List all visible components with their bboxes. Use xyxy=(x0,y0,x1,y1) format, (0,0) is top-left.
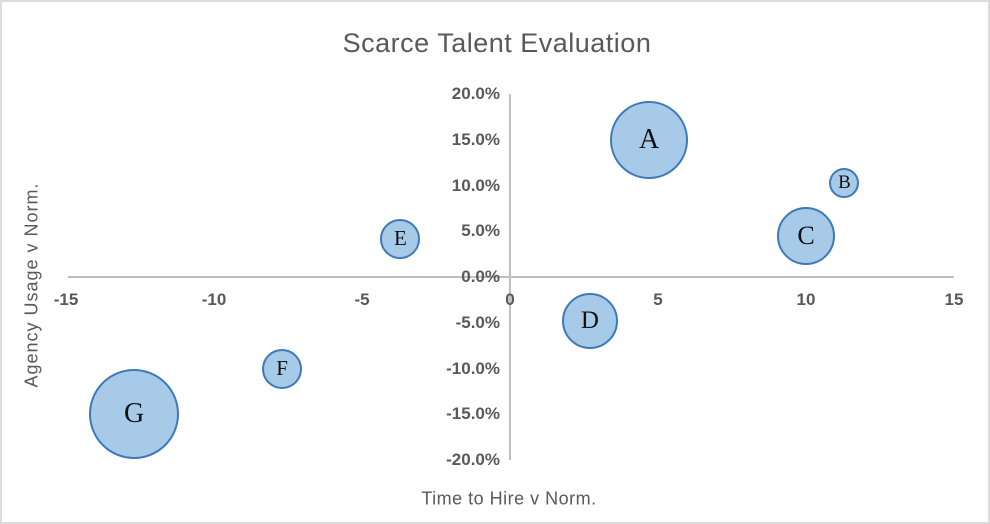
bubble-a[interactable]: A xyxy=(610,100,689,179)
y-tick-label: 5.0% xyxy=(461,221,500,241)
y-tick-label: 10.0% xyxy=(451,175,500,195)
bubble-label: G xyxy=(123,398,145,430)
x-axis-line xyxy=(68,276,954,278)
y-axis-title: Agency Usage v Norm. xyxy=(21,182,42,388)
bubble-b[interactable]: B xyxy=(829,167,860,198)
chart-title: Scarce Talent Evaluation xyxy=(342,28,652,58)
y-tick-label: -15.0% xyxy=(446,404,500,424)
x-tick-label: 0 xyxy=(505,290,515,309)
bubble-label: E xyxy=(394,226,407,251)
bubble-label: A xyxy=(638,123,660,155)
x-tick-label: 5 xyxy=(653,290,663,309)
bubble-e[interactable]: E xyxy=(380,218,421,259)
bubble-label: D xyxy=(580,306,599,334)
bubble-label: C xyxy=(797,220,815,250)
y-tick-label: 15.0% xyxy=(451,129,500,149)
bubble-c[interactable]: C xyxy=(777,206,835,265)
y-tick-label: -10.0% xyxy=(446,358,500,378)
bubble-label: F xyxy=(276,356,288,380)
y-tick-label: 20.0% xyxy=(451,84,500,103)
x-tick-label: -5 xyxy=(354,290,370,309)
x-tick-label: 10 xyxy=(796,290,816,309)
x-tick-label: -15 xyxy=(53,290,79,309)
y-tick-label: 0.0% xyxy=(461,267,500,286)
bubble-g[interactable]: G xyxy=(89,369,180,460)
x-tick-label: 15 xyxy=(944,290,964,309)
bubble-label: B xyxy=(838,171,851,193)
y-axis-line xyxy=(509,94,511,460)
y-tick-label: -20.0% xyxy=(446,450,500,469)
bubble-d[interactable]: D xyxy=(561,292,618,349)
bubble-f[interactable]: F xyxy=(262,348,303,389)
x-axis-title: Time to Hire v Norm. xyxy=(421,488,597,509)
y-tick-label: -5.0% xyxy=(455,312,500,332)
x-tick-label: -10 xyxy=(201,290,227,309)
